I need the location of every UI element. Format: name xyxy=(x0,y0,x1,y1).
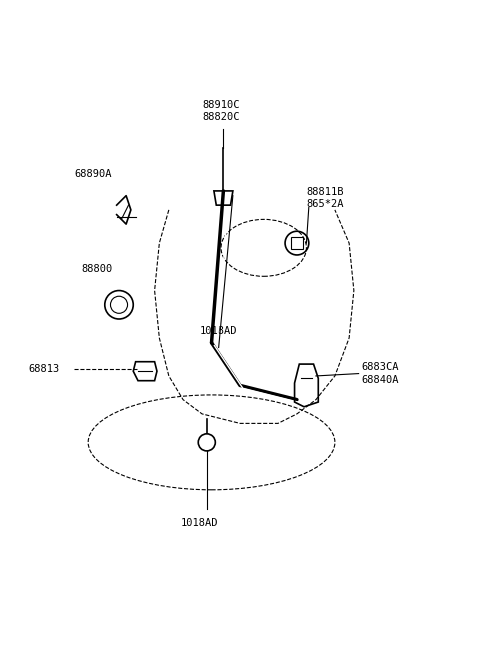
Text: 88800: 88800 xyxy=(81,264,112,274)
Text: 1018AD: 1018AD xyxy=(200,326,237,336)
Text: 68813: 68813 xyxy=(29,364,60,374)
Circle shape xyxy=(198,434,216,451)
Text: 88811B
865*2A: 88811B 865*2A xyxy=(306,187,344,209)
Text: 68890A: 68890A xyxy=(74,170,111,179)
Text: 1018AD: 1018AD xyxy=(181,518,218,528)
Text: 6883CA
68840A: 6883CA 68840A xyxy=(361,363,398,385)
Text: 88910C
88820C: 88910C 88820C xyxy=(202,100,240,122)
